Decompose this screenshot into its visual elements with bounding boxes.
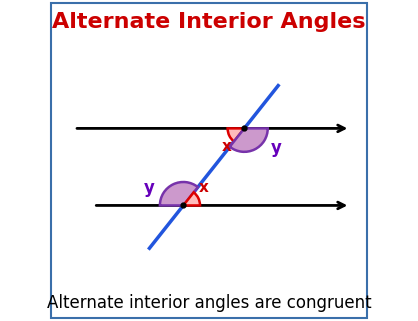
Wedge shape [184, 192, 200, 205]
Text: Alternate Interior Angles: Alternate Interior Angles [52, 13, 366, 32]
Text: y: y [271, 139, 282, 157]
Wedge shape [160, 182, 198, 205]
Text: x: x [199, 180, 209, 195]
Text: Alternate interior angles are congruent: Alternate interior angles are congruent [47, 294, 371, 312]
Text: y: y [144, 179, 155, 197]
Wedge shape [228, 128, 244, 142]
Text: x: x [222, 139, 232, 153]
Wedge shape [230, 128, 268, 152]
